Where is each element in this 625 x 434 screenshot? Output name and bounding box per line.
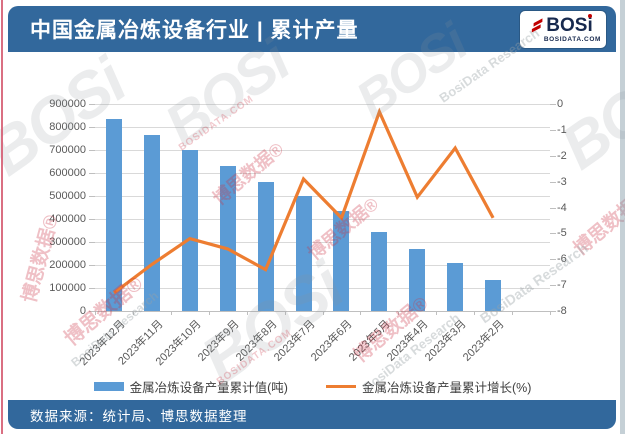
bar xyxy=(409,248,426,311)
y-axis-right-label: -5 xyxy=(557,227,567,240)
legend-item-bars: 金属冶炼设备产量累计值(吨) xyxy=(93,377,288,396)
bar xyxy=(219,166,236,311)
growth-line-series xyxy=(113,107,495,295)
y-axis-right-tick xyxy=(550,155,556,157)
x-axis-tick xyxy=(436,311,438,315)
y-axis-right-tick xyxy=(550,233,556,235)
y-axis-left-label: 0 xyxy=(79,305,86,317)
legend-bar-label: 金属冶炼设备产量累计值(吨) xyxy=(129,381,288,395)
x-axis-tick xyxy=(208,311,210,315)
right-edge-strip xyxy=(620,0,625,434)
logo-row: BOSi xyxy=(532,16,593,35)
y-axis-left-tick xyxy=(89,104,95,105)
gridline xyxy=(95,265,550,266)
y-axis-left-tick xyxy=(89,242,95,243)
bar xyxy=(295,196,312,311)
y-axis-left-label: 200000 xyxy=(49,259,86,271)
y-axis-right-label: -3 xyxy=(557,175,567,188)
gridline xyxy=(95,219,550,220)
y-axis-right-tick xyxy=(550,285,556,287)
bar xyxy=(257,182,274,311)
x-axis-tick xyxy=(512,311,514,315)
x-axis-tick xyxy=(550,311,551,315)
gridline xyxy=(95,150,550,151)
page-title: 中国金属冶炼设备行业 | 累计产量 xyxy=(30,19,359,42)
bar xyxy=(485,279,502,311)
bar xyxy=(333,210,350,311)
logo-wordmark-i: i xyxy=(587,14,593,36)
logo-slashes-icon xyxy=(532,18,543,33)
bar xyxy=(181,150,198,311)
logo-wordmark: BOSi xyxy=(546,16,592,35)
y-axis-right-tick xyxy=(550,311,556,312)
y-axis-left-label: 900000 xyxy=(49,98,86,110)
logo-wordmark-bos: BOS xyxy=(546,14,588,36)
y-axis-right-label: 0 xyxy=(557,98,564,110)
chart-header: 中国金属冶炼设备行业 | 累计产量 BOSi BOSIDATA.COM xyxy=(8,6,616,52)
y-axis-left-label: 300000 xyxy=(49,236,86,248)
y-axis-left-tick xyxy=(89,311,95,312)
y-axis-right-label: -8 xyxy=(557,305,567,317)
y-axis-left-label: 800000 xyxy=(49,121,86,133)
legend-line-swatch-icon xyxy=(325,385,356,388)
source-note: 数据来源：统计局、博思数据整理 xyxy=(30,408,248,424)
y-axis-right-label: -7 xyxy=(557,279,567,292)
watermark-logo: BOSi xyxy=(549,44,625,183)
y-axis-right-label: -2 xyxy=(557,149,567,162)
y-axis-left-tick xyxy=(89,127,95,128)
y-axis-left-label: 100000 xyxy=(49,282,86,294)
y-axis-left-label: 600000 xyxy=(49,167,86,179)
source-footer: 数据来源：统计局、博思数据整理 xyxy=(8,400,616,429)
y-axis-right-label: -1 xyxy=(557,123,567,136)
bar xyxy=(105,118,122,311)
bar xyxy=(371,231,388,311)
y-axis-left-tick xyxy=(89,150,95,151)
gridline xyxy=(95,127,550,128)
gridline xyxy=(95,173,550,174)
x-axis-tick xyxy=(474,311,476,315)
y-axis-left-tick xyxy=(89,173,95,174)
gridline xyxy=(95,242,550,243)
logo-domain: BOSIDATA.COM xyxy=(543,35,601,43)
x-axis-tick xyxy=(360,311,362,315)
x-axis-tick xyxy=(284,311,286,315)
y-axis-right-tick xyxy=(550,207,556,209)
legend-item-line: 金属冶炼设备产量累计增长(%) xyxy=(325,377,532,396)
y-axis-left-label: 700000 xyxy=(49,144,86,156)
y-axis-right-tick xyxy=(550,104,556,105)
growth-line xyxy=(113,107,495,295)
bar xyxy=(447,262,464,311)
y-axis-left-tick xyxy=(89,288,95,289)
x-axis-tick xyxy=(322,311,324,315)
legend-bar-swatch-icon xyxy=(93,382,124,391)
y-axis-left-label: 500000 xyxy=(49,190,86,202)
legend-line-label: 金属冶炼设备产量累计增长(%) xyxy=(361,381,532,395)
x-axis-tick xyxy=(95,311,96,315)
y-axis-right-tick xyxy=(550,181,556,183)
y-axis-left-tick xyxy=(89,265,95,266)
y-axis-left-tick xyxy=(89,219,95,220)
y-axis-left-label: 400000 xyxy=(49,213,86,225)
x-axis-tick xyxy=(246,311,248,315)
legend: 金属冶炼设备产量累计值(吨) 金属冶炼设备产量累计增长(%) xyxy=(0,377,625,396)
bosi-logo: BOSi BOSIDATA.COM xyxy=(520,10,606,48)
y-axis-right-tick xyxy=(550,129,556,131)
y-axis-left-tick xyxy=(89,196,95,197)
gridline xyxy=(95,104,550,105)
x-axis-tick xyxy=(398,311,400,315)
x-axis-tick xyxy=(170,311,172,315)
x-axis-tick xyxy=(132,311,134,315)
gridline xyxy=(95,288,550,289)
left-red-edge xyxy=(1,0,3,434)
y-axis-right-tick xyxy=(550,259,556,261)
watermark-cn: 博思数据® xyxy=(570,186,625,261)
y-axis-right-label: -6 xyxy=(557,253,567,266)
y-axis-right-label: -4 xyxy=(557,201,567,214)
